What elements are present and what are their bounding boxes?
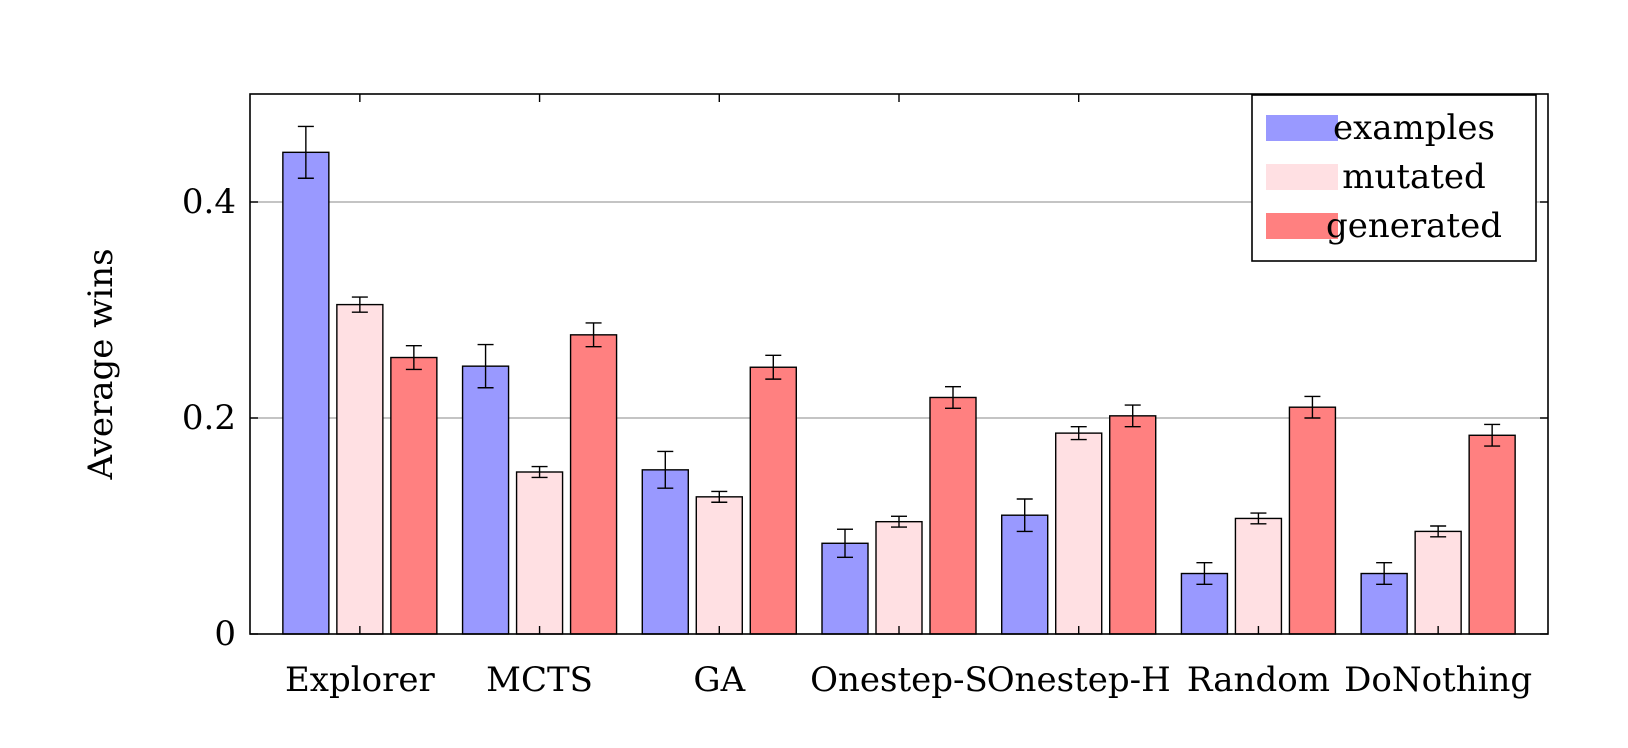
bar-mutated <box>875 520 923 635</box>
bars <box>282 151 1516 635</box>
bar-mutated <box>695 496 743 635</box>
x-tick-label: GA <box>693 660 745 700</box>
bar-generated <box>569 334 618 635</box>
x-tick-label: Onestep-H <box>987 660 1171 700</box>
error-bars <box>297 125 1501 586</box>
x-tick-label: DoNothing <box>1344 660 1532 700</box>
legend: examples mutated generated <box>1251 94 1537 262</box>
bar-generated <box>1109 415 1157 635</box>
x-tick-label: Explorer <box>285 660 435 700</box>
legend-swatch-mutated <box>1266 164 1338 190</box>
bar-examples <box>461 365 510 635</box>
legend-label-generated: generated <box>1326 206 1502 246</box>
x-tick-label: MCTS <box>486 660 593 700</box>
bar-mutated <box>1055 432 1103 635</box>
y-tick-label: 0.4 <box>182 182 236 222</box>
bar-mutated <box>1234 517 1283 635</box>
y-tick-label: 0.2 <box>182 398 236 438</box>
bar-examples <box>641 469 689 635</box>
bar-mutated <box>336 303 384 635</box>
bar-examples <box>1001 514 1049 635</box>
x-tick-label: Onestep-S <box>810 660 988 700</box>
legend-label-mutated: mutated <box>1342 157 1486 197</box>
bar-generated <box>1468 434 1516 635</box>
y-axis-label: Average wins <box>81 248 121 480</box>
legend-swatch-examples <box>1266 115 1338 141</box>
x-tick-label: Random <box>1187 660 1330 700</box>
bar-generated <box>749 366 797 635</box>
bar-generated <box>390 356 438 635</box>
legend-swatch-generated <box>1266 213 1338 239</box>
legend-label-examples: examples <box>1333 108 1495 148</box>
bar-mutated <box>515 471 564 635</box>
y-tick-label: 0 <box>214 614 236 654</box>
bar-examples <box>282 151 330 635</box>
bar-generated <box>929 396 977 635</box>
bar-mutated <box>1414 530 1462 635</box>
bar-generated <box>1288 406 1337 635</box>
